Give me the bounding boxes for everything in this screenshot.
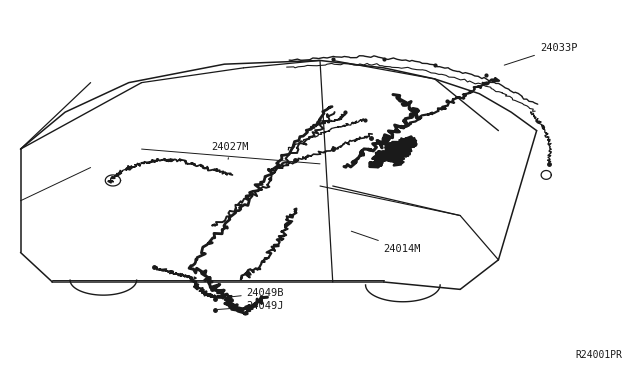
Text: 24049J: 24049J: [218, 301, 284, 311]
Text: 24049B: 24049B: [218, 288, 284, 298]
Text: R24001PR: R24001PR: [576, 350, 623, 359]
Text: 24033P: 24033P: [504, 42, 577, 65]
Text: 24027M: 24027M: [212, 142, 249, 159]
Text: 24014M: 24014M: [351, 231, 421, 254]
